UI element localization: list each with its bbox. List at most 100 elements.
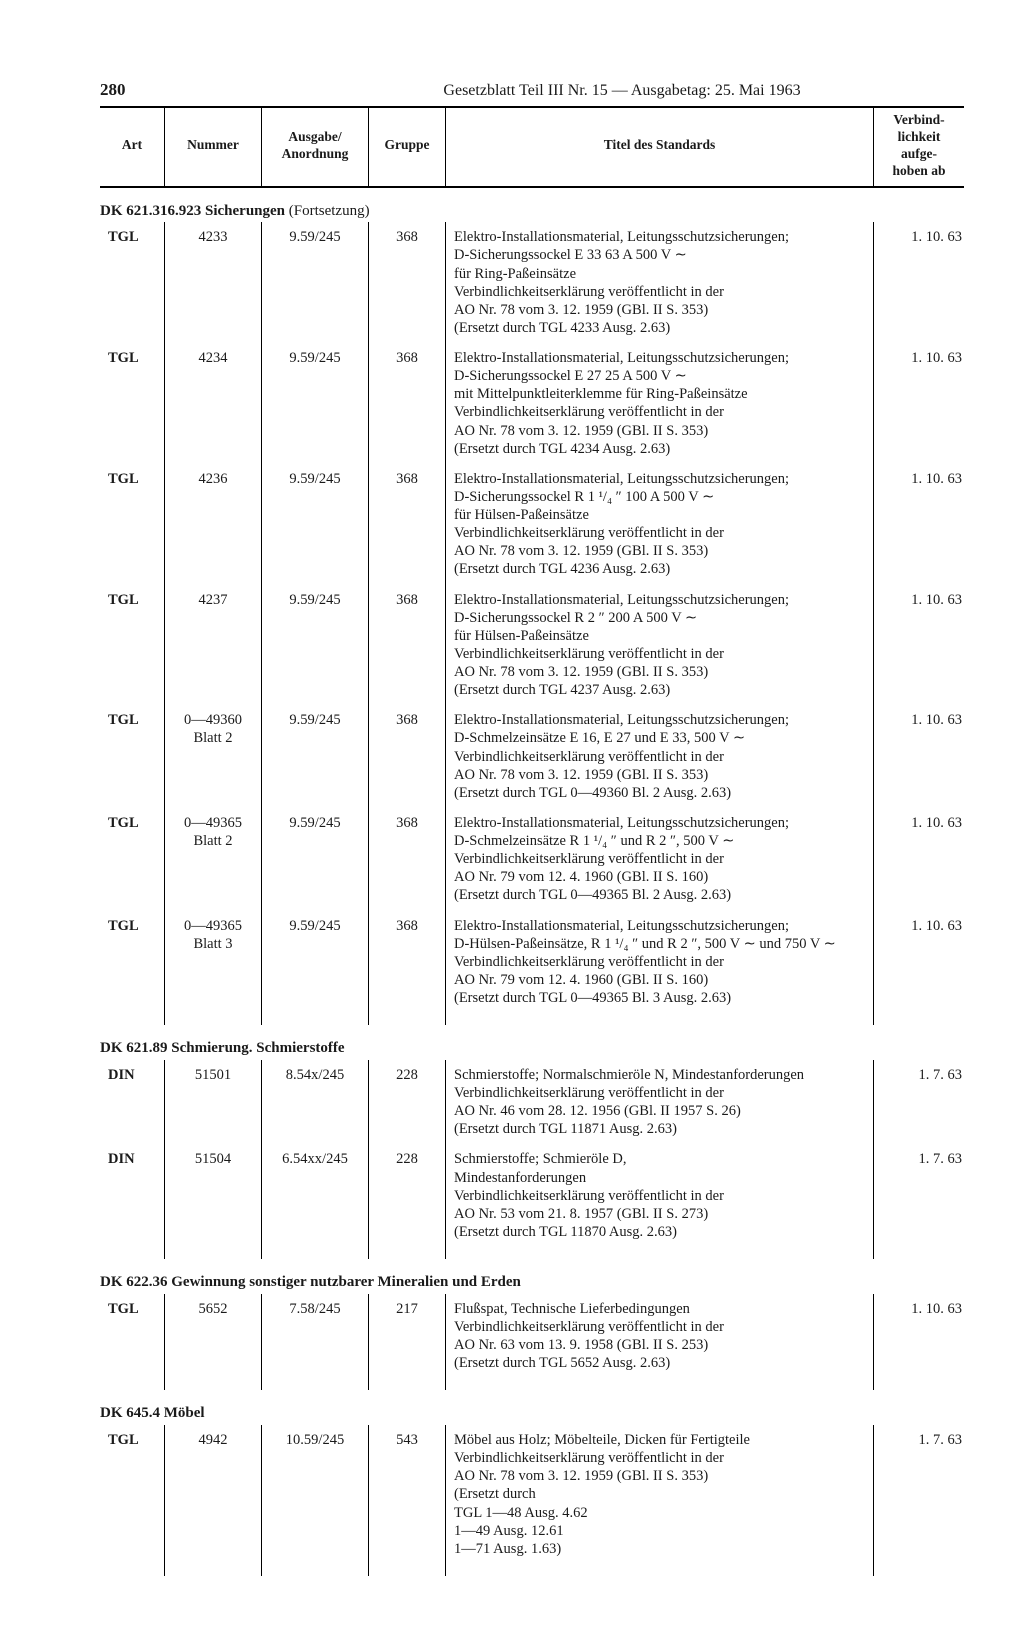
- cell-titel: Elektro-Installationsmaterial, Leitungss…: [446, 343, 874, 464]
- cell-gruppe: 368: [369, 222, 446, 343]
- table-row: DIN515018.54x/245228Schmierstoffe; Norma…: [100, 1060, 964, 1145]
- table-header-row: Art Nummer Ausgabe/ Anordnung Gruppe Tit…: [100, 108, 964, 187]
- cell-gruppe: 217: [369, 1294, 446, 1379]
- cell-nummer-text: 4233: [199, 229, 228, 245]
- section-heading: DK 622.36 Gewinnung sonstiger nutzbarer …: [100, 1259, 964, 1294]
- cell-nummer: 4236: [165, 464, 262, 585]
- col-nummer: Nummer: [165, 108, 262, 187]
- cell-gruppe: 368: [369, 585, 446, 706]
- cell-ausgabe: 9.59/245: [262, 343, 369, 464]
- section-heading-bold: DK 621.316.923 Sicherungen: [100, 203, 285, 219]
- cell-titel: Schmierstoffe; Normalschmieröle N, Minde…: [446, 1060, 874, 1145]
- cell-nummer: 4233: [165, 222, 262, 343]
- cell-titel: Elektro-Installationsmaterial, Leitungss…: [446, 911, 874, 1014]
- section-spacer: [100, 1378, 964, 1390]
- cell-ausgabe: 9.59/245: [262, 911, 369, 1014]
- section-heading-bold: DK 622.36 Gewinnung sonstiger nutzbarer …: [100, 1274, 521, 1290]
- section-heading-suffix: (Fortsetzung): [285, 203, 370, 219]
- cell-gruppe: 543: [369, 1425, 446, 1564]
- col-titel: Titel des Standards: [446, 108, 874, 187]
- cell-nummer: 4237: [165, 585, 262, 706]
- cell-date: 1. 10. 63: [874, 1294, 965, 1379]
- section-heading: DK 621.316.923 Sicherungen (Fortsetzung): [100, 187, 964, 223]
- cell-nummer: 0—49360 Blatt 2: [165, 705, 262, 808]
- table-body: DK 621.316.923 Sicherungen (Fortsetzung)…: [100, 187, 964, 1576]
- section-spacer: [100, 1013, 964, 1025]
- cell-art: DIN: [100, 1144, 165, 1247]
- cell-ausgabe: 10.59/245: [262, 1425, 369, 1564]
- cell-titel: Elektro-Installationsmaterial, Leitungss…: [446, 705, 874, 808]
- section-heading-bold: DK 621.89 Schmierung. Schmierstoffe: [100, 1040, 345, 1056]
- cell-titel-text: Schmierstoffe; Normalschmieröle N, Minde…: [454, 1067, 804, 1137]
- cell-gruppe: 368: [369, 343, 446, 464]
- cell-titel: Flußspat, Technische Lieferbedingungen V…: [446, 1294, 874, 1379]
- cell-date: 1. 7. 63: [874, 1425, 965, 1564]
- cell-nummer-text: 51504: [195, 1151, 231, 1167]
- table-row: TGL0—49365 Blatt 39.59/245368Elektro-Ins…: [100, 911, 964, 1014]
- cell-titel: Elektro-Installationsmaterial, Leitungss…: [446, 585, 874, 706]
- section-spacer: [100, 1247, 964, 1259]
- section-heading: DK 621.89 Schmierung. Schmierstoffe: [100, 1025, 964, 1060]
- cell-gruppe: 368: [369, 808, 446, 911]
- cell-nummer-text: 0—49365 Blatt 2: [184, 815, 242, 849]
- section-spacer: [100, 1564, 964, 1576]
- cell-nummer-text: 5652: [199, 1301, 228, 1317]
- cell-titel: Elektro-Installationsmaterial, Leitungss…: [446, 464, 874, 585]
- cell-nummer-text: 4942: [199, 1432, 228, 1448]
- cell-nummer-text: 4234: [199, 350, 228, 366]
- cell-art: TGL: [100, 464, 165, 585]
- cell-ausgabe: 6.54xx/245: [262, 1144, 369, 1247]
- table-row: TGL 4236 9.59/245368Elektro-Installationsm…: [100, 464, 964, 585]
- cell-nummer: 51501: [165, 1060, 262, 1145]
- table-row: DIN515046.54xx/245228Schmierstoffe; Schm…: [100, 1144, 964, 1247]
- table-row: TGL56527.58/245217Flußspat, Technische L…: [100, 1294, 964, 1379]
- cell-nummer: 5652: [165, 1294, 262, 1379]
- section-heading-row: DK 621.316.923 Sicherungen (Fortsetzung): [100, 187, 964, 223]
- cell-art: TGL: [100, 585, 165, 706]
- cell-date: 1. 10. 63: [874, 343, 965, 464]
- cell-ausgabe: 9.59/245: [262, 705, 369, 808]
- col-verbind-text: Verbind- lichkeit aufge- hoben ab: [893, 112, 946, 178]
- cell-date: 1. 7. 63: [874, 1144, 965, 1247]
- header-title: Gesetzblatt Teil III Nr. 15 — Ausgabetag…: [280, 82, 964, 100]
- cell-date: 1. 10. 63: [874, 808, 965, 911]
- table-row: TGL42379.59/245368Elektro-Installationsm…: [100, 585, 964, 706]
- cell-gruppe: 368: [369, 464, 446, 585]
- cell-ausgabe: 9.59/245: [262, 222, 369, 343]
- cell-gruppe: 368: [369, 705, 446, 808]
- cell-nummer: 0—49365 Blatt 3: [165, 911, 262, 1014]
- cell-nummer-text: 4236: [199, 471, 228, 487]
- section-heading-row: DK 621.89 Schmierung. Schmierstoffe: [100, 1025, 964, 1060]
- cell-nummer: 4942: [165, 1425, 262, 1564]
- cell-art: TGL: [100, 911, 165, 1014]
- cell-art: TGL: [100, 222, 165, 343]
- table-row: TGL 4234 9.59/245368Elektro-Installationsm…: [100, 343, 964, 464]
- section-heading-row: DK 645.4 Möbel: [100, 1390, 964, 1425]
- cell-art: TGL: [100, 808, 165, 911]
- cell-nummer: 4234: [165, 343, 262, 464]
- cell-nummer-text: 0—49360 Blatt 2: [184, 712, 242, 746]
- col-gruppe: Gruppe: [369, 108, 446, 187]
- standards-table: Art Nummer Ausgabe/ Anordnung Gruppe Tit…: [100, 108, 964, 1576]
- cell-nummer: 51504: [165, 1144, 262, 1247]
- cell-titel-text: Elektro-Installationsmaterial, Leitungss…: [454, 471, 789, 578]
- cell-ausgabe: 9.59/245: [262, 464, 369, 585]
- cell-titel: Möbel aus Holz; Möbelteile, Dicken für F…: [446, 1425, 874, 1564]
- cell-gruppe: 228: [369, 1144, 446, 1247]
- cell-art: TGL: [100, 343, 165, 464]
- cell-ausgabe: 8.54x/245: [262, 1060, 369, 1145]
- cell-titel-text: Elektro-Installationsmaterial, Leitungss…: [454, 815, 789, 904]
- cell-titel-text: Elektro-Installationsmaterial, Leitungss…: [454, 592, 789, 699]
- page-header: 280 Gesetzblatt Teil III Nr. 15 — Ausgab…: [100, 80, 964, 100]
- cell-date: 1. 10. 63: [874, 464, 965, 585]
- cell-titel-text: Elektro-Installationsmaterial, Leitungss…: [454, 712, 789, 801]
- col-art: Art: [100, 108, 165, 187]
- cell-nummer-text: 0—49365 Blatt 3: [184, 918, 242, 952]
- cell-art: TGL: [100, 705, 165, 808]
- table-row: TGL 4942 10.59/245543Möbel aus Holz; Möbel…: [100, 1425, 964, 1564]
- section-heading-bold: DK 645.4 Möbel: [100, 1405, 205, 1421]
- col-ausgabe-text: Ausgabe/ Anordnung: [282, 129, 349, 161]
- col-verbind: Verbind- lichkeit aufge- hoben ab: [874, 108, 965, 187]
- cell-art: TGL: [100, 1425, 165, 1564]
- cell-titel-text: Elektro-Installationsmaterial, Leitungss…: [454, 918, 836, 1007]
